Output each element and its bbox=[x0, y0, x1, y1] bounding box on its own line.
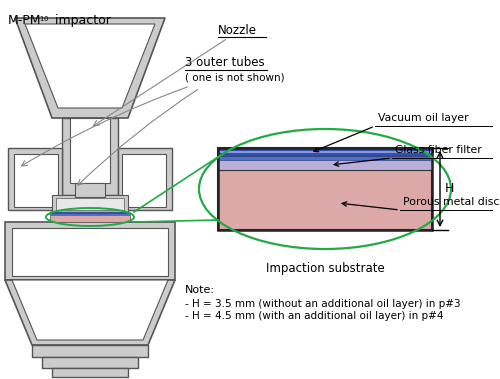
Polygon shape bbox=[52, 195, 128, 212]
Polygon shape bbox=[70, 118, 110, 183]
Polygon shape bbox=[218, 148, 432, 170]
Polygon shape bbox=[50, 212, 130, 222]
Text: Note:: Note: bbox=[185, 285, 215, 295]
Text: Porous metal disc: Porous metal disc bbox=[403, 197, 500, 207]
Polygon shape bbox=[12, 228, 168, 276]
Text: Glass fiber filter: Glass fiber filter bbox=[395, 145, 482, 155]
Text: - H = 4.5 mm (with an additional oil layer) in p#4: - H = 4.5 mm (with an additional oil lay… bbox=[185, 311, 444, 321]
Text: H: H bbox=[445, 183, 454, 196]
Text: M-PM: M-PM bbox=[8, 14, 42, 27]
Text: Impaction substrate: Impaction substrate bbox=[266, 262, 384, 275]
Text: 3 outer tubes: 3 outer tubes bbox=[185, 56, 264, 69]
Polygon shape bbox=[218, 148, 432, 156]
Polygon shape bbox=[8, 148, 62, 210]
Text: Nozzle: Nozzle bbox=[218, 24, 257, 37]
Text: - H = 3.5 mm (without an additional oil layer) in p#3: - H = 3.5 mm (without an additional oil … bbox=[185, 299, 460, 309]
Text: $_{10}$: $_{10}$ bbox=[39, 14, 50, 24]
Polygon shape bbox=[12, 280, 168, 340]
Text: Vacuum oil layer: Vacuum oil layer bbox=[378, 113, 468, 123]
Polygon shape bbox=[56, 198, 124, 210]
Polygon shape bbox=[52, 368, 128, 377]
Polygon shape bbox=[50, 214, 130, 216]
Polygon shape bbox=[42, 357, 138, 368]
Polygon shape bbox=[15, 18, 165, 118]
Text: impactor: impactor bbox=[51, 14, 111, 27]
Polygon shape bbox=[25, 24, 155, 108]
Text: ( one is not shown): ( one is not shown) bbox=[185, 72, 284, 82]
Polygon shape bbox=[5, 222, 175, 280]
Polygon shape bbox=[75, 183, 105, 197]
Polygon shape bbox=[5, 280, 175, 345]
Polygon shape bbox=[50, 212, 130, 215]
Polygon shape bbox=[218, 156, 432, 160]
Polygon shape bbox=[218, 148, 432, 230]
Polygon shape bbox=[14, 154, 58, 207]
Polygon shape bbox=[62, 118, 118, 195]
Polygon shape bbox=[218, 151, 432, 153]
Polygon shape bbox=[32, 345, 148, 357]
Polygon shape bbox=[122, 154, 166, 207]
Polygon shape bbox=[118, 148, 172, 210]
